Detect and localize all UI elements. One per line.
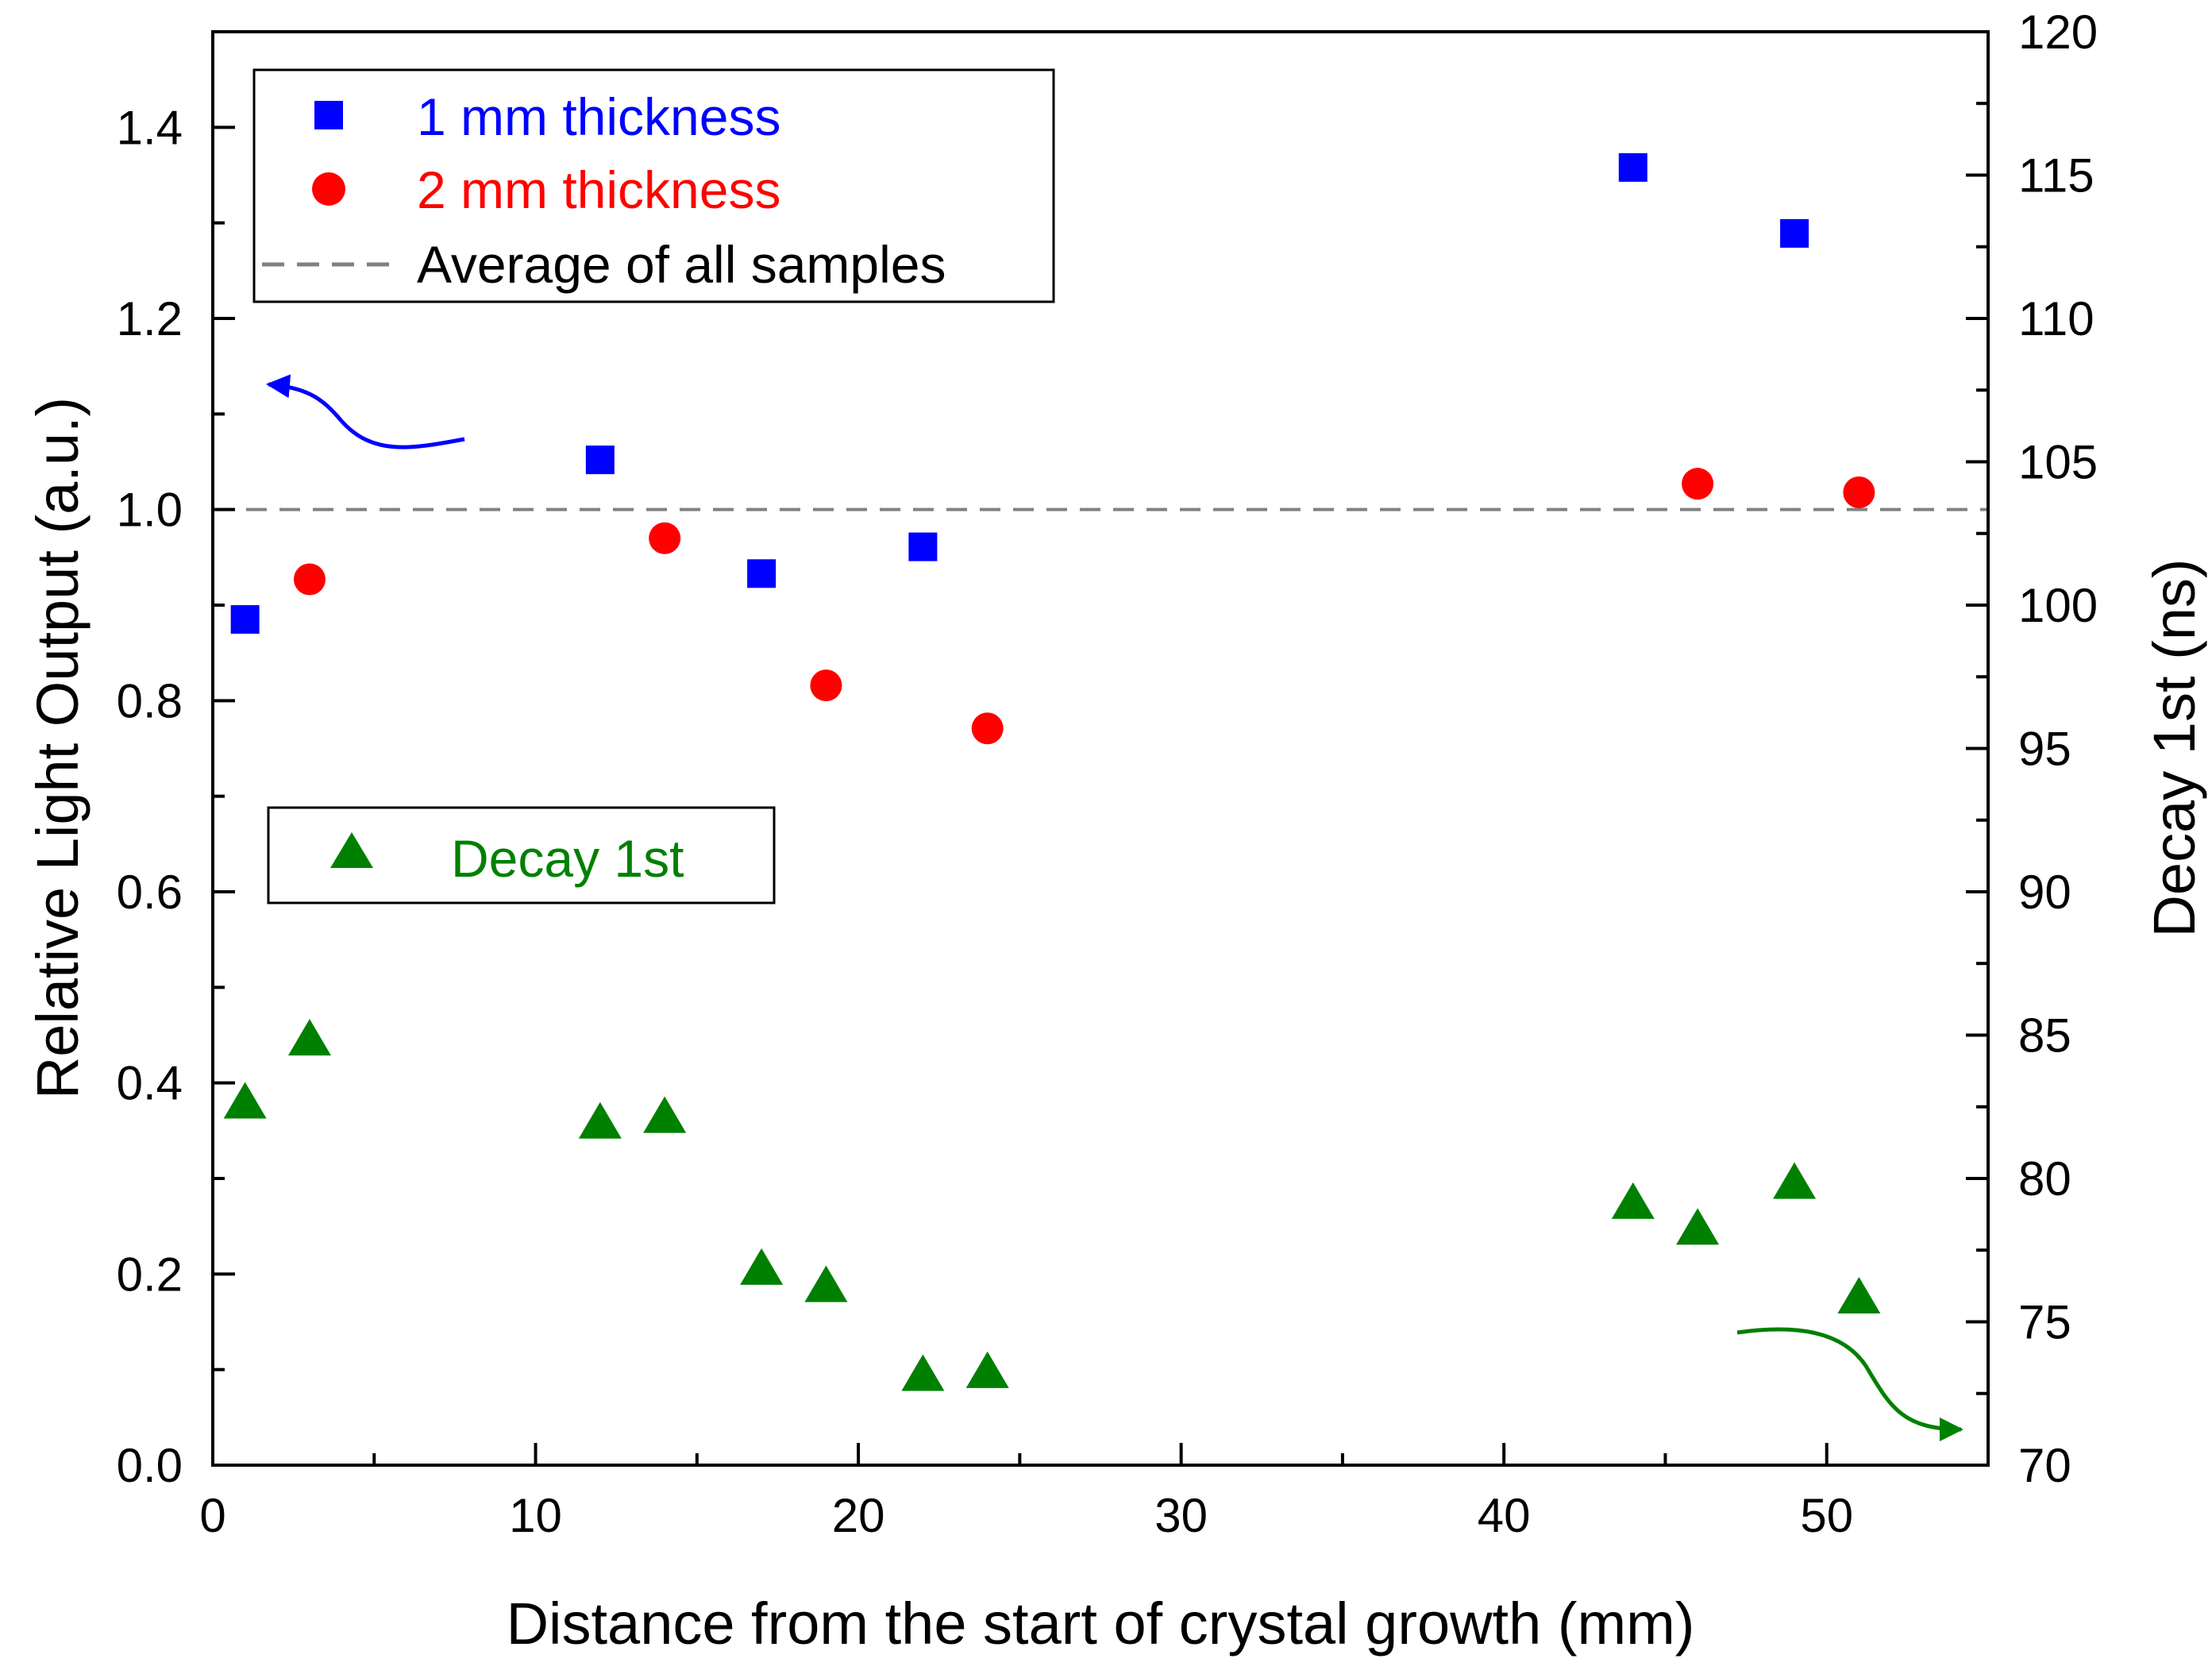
y-tick-label: 1.0 <box>117 484 183 537</box>
point-decay <box>1773 1162 1817 1199</box>
point-2mm <box>1682 468 1714 500</box>
legend-circle-icon <box>312 172 345 206</box>
point-decay <box>901 1354 945 1391</box>
legend-triangle-icon <box>330 832 373 868</box>
point-1mm <box>747 559 777 588</box>
y2-tick-label: 110 <box>2018 292 2094 345</box>
point-1mm <box>585 446 615 475</box>
point-decay <box>223 1082 267 1119</box>
legend-square-icon <box>314 101 343 129</box>
x-tick-label: 30 <box>1154 1489 1208 1542</box>
legend-upper: 1 mm thickness 2 mm thickness Average of… <box>252 68 1055 303</box>
y2-tick-label: 70 <box>2018 1439 2071 1492</box>
point-2mm <box>649 522 681 554</box>
point-decay <box>740 1248 784 1285</box>
legend-label-decay: Decay 1st <box>451 829 684 888</box>
legend-label-average: Average of all samples <box>417 235 946 294</box>
y-tick-label: 0.0 <box>117 1439 183 1492</box>
point-1mm <box>1780 218 1809 248</box>
y-tick-label: 0.8 <box>117 674 183 727</box>
point-2mm <box>1843 476 1875 509</box>
point-decay <box>578 1101 622 1139</box>
point-decay <box>1611 1182 1655 1219</box>
y-tick-label: 1.4 <box>117 101 183 154</box>
y2-tick-label: 115 <box>2018 149 2094 202</box>
y2-tick-label: 90 <box>2018 866 2071 919</box>
point-decay <box>965 1351 1009 1388</box>
x-tick-label: 0 <box>199 1489 225 1542</box>
point-decay <box>804 1265 848 1302</box>
point-1mm <box>908 532 938 561</box>
point-1mm <box>1618 152 1647 182</box>
y-tick-label: 1.2 <box>117 292 183 345</box>
y2-tick-label: 105 <box>2018 436 2098 489</box>
point-decay <box>287 1019 331 1056</box>
y2-tick-label: 85 <box>2018 1009 2071 1063</box>
plot-frame <box>211 30 1990 1467</box>
legend-lower: Decay 1st <box>267 806 776 904</box>
point-2mm <box>971 712 1004 745</box>
y-axis-label: Relative Light Output (a.u.) <box>25 397 91 1099</box>
y-tick-label: 0.6 <box>117 866 183 919</box>
y2-tick-label: 120 <box>2018 6 2098 59</box>
left-axis-arrow-icon <box>266 374 465 449</box>
point-decay <box>643 1096 687 1133</box>
point-2mm <box>810 669 842 702</box>
y2-tick-label: 75 <box>2018 1296 2071 1349</box>
legend-label-1mm: 1 mm thickness <box>417 87 780 146</box>
x-tick-label: 40 <box>1478 1489 1531 1542</box>
point-decay <box>1837 1277 1881 1314</box>
point-2mm <box>293 563 326 596</box>
y-tick-label: 0.2 <box>117 1248 183 1301</box>
x-tick-label: 10 <box>509 1489 562 1542</box>
legend-label-2mm: 2 mm thickness <box>417 160 780 219</box>
x-axis-label: Distance from the start of crystal growt… <box>507 1591 1695 1657</box>
y-tick-label: 0.4 <box>117 1057 183 1110</box>
x-tick-label: 20 <box>832 1489 885 1542</box>
x-tick-label: 50 <box>1800 1489 1853 1542</box>
right-axis-arrow-icon <box>1736 1327 1963 1441</box>
point-1mm <box>230 605 260 634</box>
y2-tick-label: 95 <box>2018 723 2071 776</box>
y2-tick-label: 80 <box>2018 1152 2071 1205</box>
point-decay <box>1676 1208 1720 1245</box>
y2-tick-label: 100 <box>2018 579 2098 632</box>
y2-axis-label: Decay 1st (ns) <box>2141 558 2207 937</box>
